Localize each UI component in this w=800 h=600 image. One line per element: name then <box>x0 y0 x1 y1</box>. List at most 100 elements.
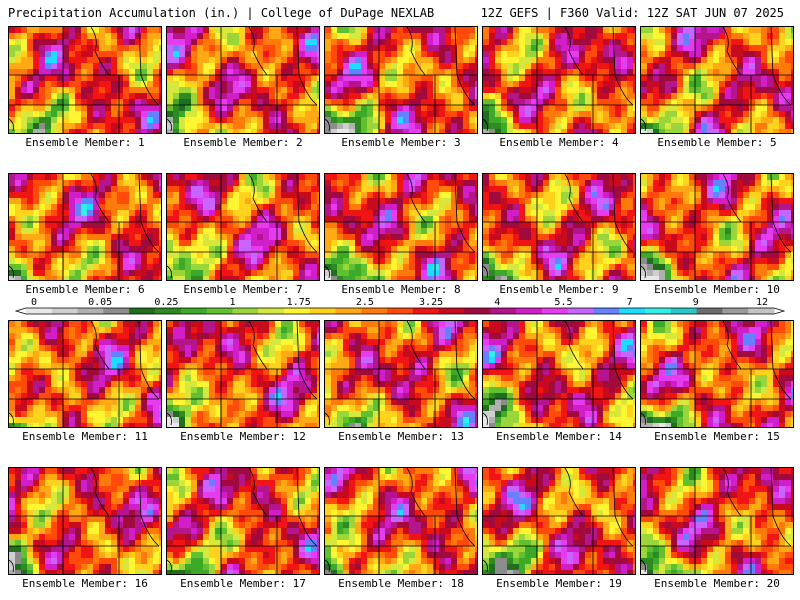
ensemble-member-label: Ensemble Member: 11 <box>22 430 148 443</box>
colorbar-tick-label: 1.75 <box>287 297 311 308</box>
ensemble-member-label: Ensemble Member: 4 <box>499 136 619 149</box>
colorbar-swatch <box>335 308 362 314</box>
ensemble-map-panel <box>324 26 478 134</box>
colorbar-swatch <box>180 308 208 314</box>
colorbar-tick-label: 2.5 <box>356 297 374 308</box>
precipitation-field-map <box>325 174 477 280</box>
colorbar-swatch <box>516 308 543 314</box>
ensemble-map-panel <box>166 173 320 281</box>
chart-title: Precipitation Accumulation (in.) | Colle… <box>8 6 435 20</box>
precipitation-colorbar: 0 0.05 0.25 1 1.75 2.5 3.25 4 5.5 7 9 12 <box>14 296 786 320</box>
ensemble-map-panel <box>640 320 794 428</box>
colorbar-swatch <box>412 308 440 314</box>
precipitation-field-map <box>325 468 477 574</box>
ensemble-member-label: Ensemble Member: 15 <box>654 430 780 443</box>
ensemble-member-label: Ensemble Member: 6 <box>25 283 145 296</box>
precipitation-field-map <box>641 174 793 280</box>
colorbar-swatch <box>26 308 53 314</box>
ensemble-member-label: Ensemble Member: 1 <box>25 136 145 149</box>
colorbar-tick-label: 5.5 <box>554 297 572 308</box>
precipitation-field-map <box>9 321 161 427</box>
ensemble-map-panel <box>324 467 478 575</box>
ensemble-map-panel <box>482 173 636 281</box>
ensemble-map-panel <box>640 173 794 281</box>
ensemble-member-label: Ensemble Member: 13 <box>338 430 464 443</box>
colorbar-tick-label: 4 <box>494 297 500 308</box>
colorbar-swatch <box>722 308 749 314</box>
ensemble-map-panel <box>8 26 162 134</box>
precipitation-field-map <box>483 174 635 280</box>
colorbar-tick-label: 9 <box>693 297 699 308</box>
ensemble-member-label: Ensemble Member: 3 <box>341 136 461 149</box>
ensemble-member-label: Ensemble Member: 8 <box>341 283 461 296</box>
ensemble-map-panel <box>8 173 162 281</box>
colorbar-swatch <box>206 308 233 314</box>
ensemble-map-panel <box>482 320 636 428</box>
ensemble-member-label: Ensemble Member: 5 <box>657 136 777 149</box>
precipitation-field-map <box>9 174 161 280</box>
colorbar-swatch <box>541 308 569 314</box>
ensemble-map-panel <box>8 467 162 575</box>
precipitation-field-map <box>325 321 477 427</box>
colorbar-tick-label: 0.05 <box>88 297 112 308</box>
ensemble-map-panel <box>640 26 794 134</box>
colorbar-tick-label: 12 <box>756 297 768 308</box>
precipitation-field-map <box>641 321 793 427</box>
colorbar-swatch <box>490 308 517 314</box>
ensemble-member-label: Ensemble Member: 7 <box>183 283 303 296</box>
colorbar-graphic: 0 0.05 0.25 1 1.75 2.5 3.25 4 5.5 7 9 12 <box>14 297 786 315</box>
colorbar-swatch <box>232 308 259 314</box>
ensemble-member-label: Ensemble Member: 18 <box>338 577 464 590</box>
precipitation-field-map <box>167 468 319 574</box>
colorbar-swatch <box>593 308 620 314</box>
ensemble-member-label: Ensemble Member: 14 <box>496 430 622 443</box>
colorbar-frame <box>14 307 786 315</box>
precipitation-field-map <box>641 468 793 574</box>
precipitation-field-map <box>483 27 635 133</box>
precipitation-field-map <box>641 27 793 133</box>
ensemble-map-panel <box>324 173 478 281</box>
colorbar-swatch <box>696 308 723 314</box>
ensemble-map-panel <box>8 320 162 428</box>
colorbar-swatch <box>438 308 465 314</box>
ensemble-member-label: Ensemble Member: 20 <box>654 577 780 590</box>
precipitation-field-map <box>167 174 319 280</box>
ensemble-member-label: Ensemble Member: 2 <box>183 136 303 149</box>
colorbar-tick-label: 3.25 <box>419 297 443 308</box>
precipitation-field-map <box>167 321 319 427</box>
precipitation-field-map <box>167 27 319 133</box>
colorbar-swatch <box>283 308 311 314</box>
colorbar-tick-label: 0.25 <box>154 297 178 308</box>
ensemble-member-label: Ensemble Member: 16 <box>22 577 148 590</box>
colorbar-swatch <box>387 308 414 314</box>
precipitation-field-map <box>325 27 477 133</box>
precipitation-field-map <box>483 468 635 574</box>
colorbar-swatch <box>567 308 594 314</box>
ensemble-member-label: Ensemble Member: 10 <box>654 283 780 296</box>
ensemble-map-panel <box>166 26 320 134</box>
model-run-info: 12Z GEFS | F360 Valid: 12Z SAT JUN 07 20… <box>480 6 784 20</box>
ensemble-map-panel <box>166 320 320 428</box>
colorbar-swatch <box>619 308 646 314</box>
colorbar-swatch <box>748 308 775 314</box>
ensemble-member-label: Ensemble Member: 17 <box>180 577 306 590</box>
ensemble-member-label: Ensemble Member: 19 <box>496 577 622 590</box>
colorbar-swatch <box>154 308 182 314</box>
colorbar-swatch <box>309 308 337 314</box>
precipitation-field-map <box>9 468 161 574</box>
colorbar-swatch <box>645 308 672 314</box>
colorbar-tick-label: 7 <box>627 297 633 308</box>
colorbar-swatch <box>464 308 491 314</box>
colorbar-swatch <box>129 308 156 314</box>
colorbar-swatch <box>103 308 130 314</box>
precipitation-field-map <box>483 321 635 427</box>
colorbar-swatch <box>77 308 104 314</box>
colorbar-swatch <box>51 308 79 314</box>
ensemble-map-panel <box>482 26 636 134</box>
colorbar-tick-label: 0 <box>31 297 37 308</box>
colorbar-tick-label: 1 <box>230 297 236 308</box>
colorbar-swatch <box>258 308 285 314</box>
ensemble-member-label: Ensemble Member: 9 <box>499 283 619 296</box>
ensemble-member-label: Ensemble Member: 12 <box>180 430 306 443</box>
